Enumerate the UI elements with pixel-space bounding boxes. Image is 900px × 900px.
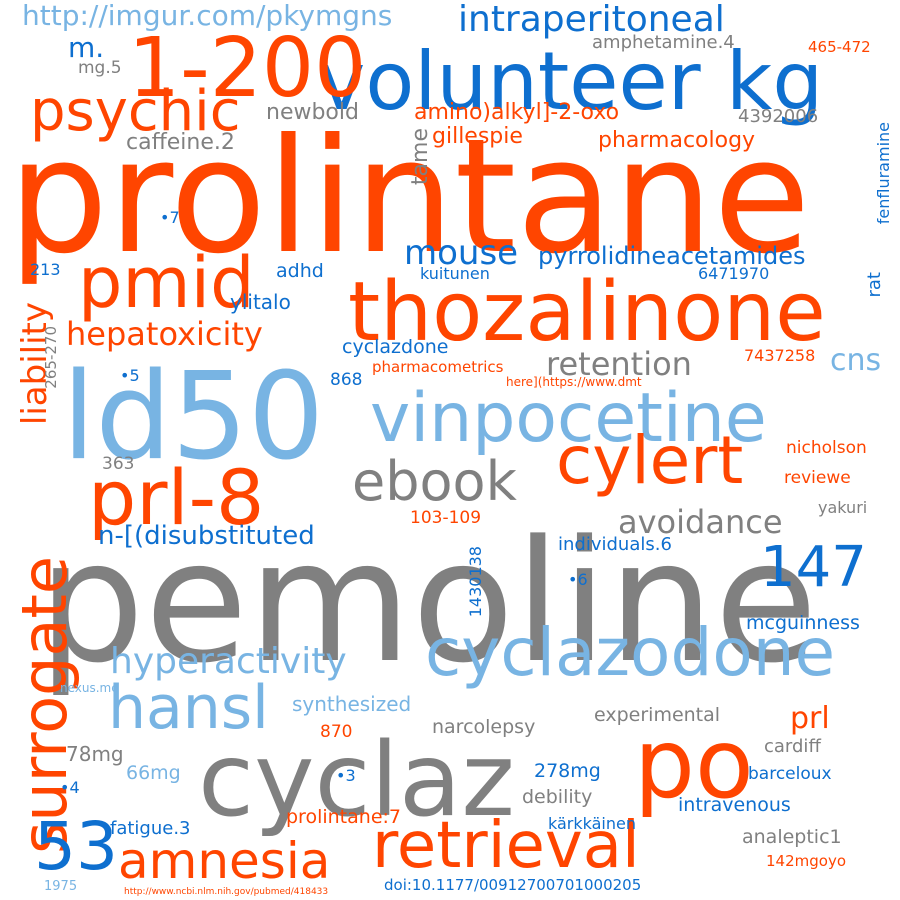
- word: mouse: [404, 233, 519, 273]
- word: 213: [30, 260, 61, 279]
- word: ebook: [352, 450, 517, 513]
- word: cns: [830, 343, 882, 378]
- word: ld50: [62, 348, 325, 487]
- word: 870: [320, 722, 353, 742]
- word: n-[(disubstituted: [98, 521, 315, 551]
- word: 66mg: [126, 762, 181, 784]
- word: rat: [864, 272, 885, 298]
- word: adhd: [276, 260, 324, 282]
- word: here](https://www.dmt: [506, 375, 642, 389]
- word: hyperactivity: [110, 641, 347, 682]
- word: nicholson: [786, 438, 867, 458]
- word: prolintane:7: [286, 806, 401, 828]
- word: 1975: [44, 879, 78, 894]
- word: tame: [408, 128, 433, 186]
- word: 465-472: [808, 38, 871, 56]
- word: amphetamine.4: [592, 32, 735, 53]
- word: prl: [790, 701, 830, 736]
- word: hansl: [108, 673, 269, 743]
- word: retention: [546, 345, 692, 383]
- word: kärkkäinen: [548, 814, 636, 833]
- word: 868: [330, 370, 363, 390]
- word: •4: [60, 778, 80, 797]
- word: 4392006: [738, 106, 819, 127]
- word: psychic: [30, 79, 241, 144]
- word: 147: [760, 535, 867, 600]
- word: reviewe: [784, 468, 851, 488]
- word: prl-8: [88, 453, 265, 542]
- word: •7: [160, 208, 180, 227]
- word: 7437258: [744, 346, 816, 365]
- word: prolintane: [8, 105, 811, 289]
- word: 1-200: [128, 21, 367, 116]
- word: hepatoxicity: [66, 315, 263, 353]
- word: 53: [34, 808, 118, 885]
- word: 278mg: [534, 760, 601, 782]
- word: 1430138: [466, 546, 485, 618]
- word: synthesized: [292, 692, 412, 716]
- word: •5: [120, 366, 140, 385]
- word: yakuri: [818, 498, 868, 517]
- word: po: [634, 708, 754, 820]
- word: 78mg: [66, 742, 124, 766]
- word: avoidance: [618, 503, 783, 541]
- word: gillespie: [432, 124, 523, 149]
- word: 6471970: [698, 264, 770, 283]
- word: pemoline: [38, 504, 818, 700]
- word: cyclaz: [198, 721, 515, 840]
- word: fatigue.3: [110, 818, 191, 839]
- word: doi:10.1177/00912700701000205: [384, 876, 642, 894]
- word: cyclazodone: [425, 614, 836, 691]
- word: fenfluramine: [874, 122, 893, 225]
- word: vinpocetine: [370, 379, 767, 458]
- word: cylert: [556, 422, 744, 499]
- word: 103-109: [410, 508, 482, 528]
- word: 265-270: [42, 326, 60, 389]
- word: debility: [522, 786, 593, 808]
- word: barceloux: [748, 764, 832, 784]
- word: mcguinness: [746, 612, 860, 634]
- word: thozalinone: [348, 265, 826, 360]
- word: pyrrolidineacetamides: [538, 242, 806, 270]
- word: pharmacometrics: [372, 358, 504, 376]
- word: analeptic1: [742, 826, 842, 848]
- word: cardiff: [764, 736, 821, 757]
- word: ylitalo: [230, 290, 291, 314]
- word: caffeine.2: [126, 130, 235, 155]
- word: intravenous: [678, 794, 791, 816]
- word: nexus.me: [60, 681, 119, 695]
- word: individuals.6: [558, 534, 672, 555]
- word: •3: [336, 766, 356, 785]
- word: retrieval: [372, 809, 640, 883]
- word: amnesia: [118, 832, 331, 890]
- word: pmid: [78, 242, 255, 324]
- word: kuitunen: [420, 264, 490, 283]
- word: cyclazdone: [342, 336, 449, 358]
- word: narcolepsy: [432, 716, 536, 738]
- word: m.: [68, 31, 105, 64]
- word: 363: [102, 454, 135, 474]
- word: volunteer kg: [318, 35, 824, 128]
- word: newbold: [266, 100, 359, 125]
- word: mg.5: [78, 58, 122, 78]
- word: amino)alkyl]-2-oxo: [414, 100, 620, 125]
- word: pharmacology: [598, 128, 756, 153]
- word: experimental: [594, 704, 721, 726]
- word: intraperitoneal: [458, 0, 725, 40]
- word: http://imgur.com/pkymgns: [22, 0, 393, 32]
- word: 142mgoyo: [766, 852, 846, 870]
- word: http://www.ncbi.nlm.nih.gov/pubmed/41843…: [124, 887, 329, 897]
- word: •6: [568, 570, 588, 589]
